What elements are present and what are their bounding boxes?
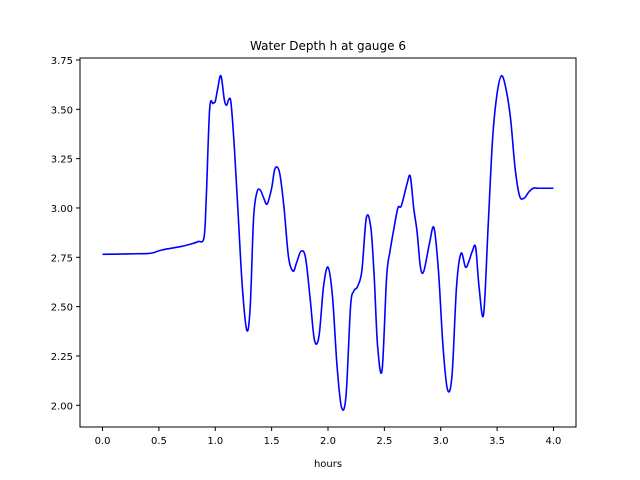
x-tick-label: 3.5 (489, 436, 505, 447)
x-tick-label: 1.0 (207, 436, 223, 447)
x-tick-label: 0.5 (151, 436, 167, 447)
y-axis-ticks: 2.00 2.25 2.50 2.75 3.00 3.25 3.50 3.75 (51, 56, 80, 412)
x-tick-label: 0.0 (95, 436, 111, 447)
y-tick-label: 3.75 (51, 56, 73, 67)
plot-area (102, 74, 554, 411)
series-line (102, 74, 554, 411)
x-tick-label: 2.5 (376, 436, 392, 447)
x-tick-label: 4.0 (546, 436, 562, 447)
x-axis-ticks: 0.0 0.5 1.0 1.5 2.0 2.5 3.0 3.5 4.0 (95, 427, 562, 447)
x-tick-label: 3.0 (433, 436, 449, 447)
y-tick-label: 2.75 (51, 253, 73, 264)
x-tick-label: 1.5 (264, 436, 280, 447)
y-tick-label: 3.50 (51, 105, 73, 116)
x-tick-label: 2.0 (320, 436, 336, 447)
x-axis-label: hours (314, 459, 342, 470)
chart-title: Water Depth h at gauge 6 (250, 39, 406, 53)
y-tick-label: 3.00 (51, 204, 73, 215)
axes-frame (79, 57, 577, 428)
y-tick-label: 2.25 (51, 352, 73, 363)
y-tick-label: 2.00 (51, 401, 73, 412)
y-tick-label: 2.50 (51, 303, 73, 314)
y-tick-label: 3.25 (51, 155, 73, 166)
